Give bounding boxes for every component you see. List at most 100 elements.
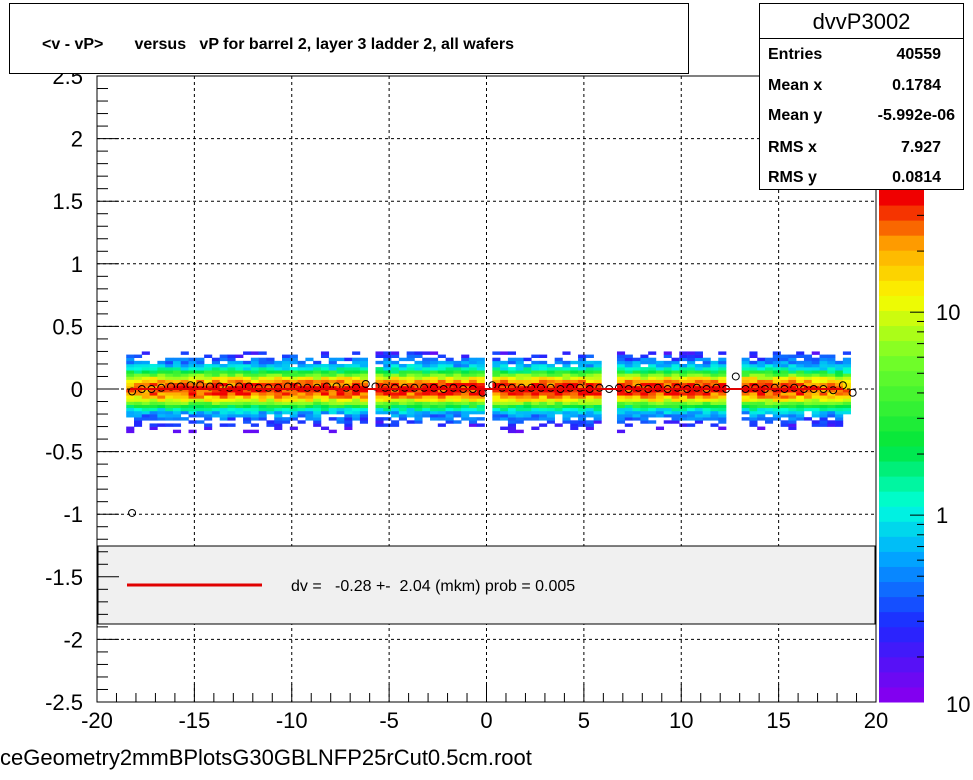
heatmap-cell bbox=[827, 363, 836, 368]
stat-value: -5.992e-06 bbox=[877, 107, 955, 124]
heatmap-cell bbox=[227, 385, 236, 390]
heatmap-cell bbox=[430, 357, 439, 362]
profile-point bbox=[225, 383, 234, 392]
heatmap-cell bbox=[749, 398, 758, 402]
heatmap-cell bbox=[803, 354, 813, 358]
heatmap-cell bbox=[515, 395, 524, 399]
heatmap-cell bbox=[266, 373, 275, 377]
heatmap-cell bbox=[180, 382, 189, 387]
profile-point bbox=[790, 383, 799, 392]
heatmap-cell bbox=[796, 417, 805, 421]
heatmap-cell bbox=[165, 398, 174, 402]
heatmap-cell bbox=[313, 370, 322, 374]
heatmap-cell bbox=[383, 360, 392, 365]
heatmap-cell bbox=[648, 420, 657, 424]
heatmap-cell bbox=[289, 382, 298, 387]
heatmap-cell bbox=[375, 389, 384, 393]
profile-point bbox=[673, 383, 682, 392]
heatmap-cell bbox=[320, 401, 330, 405]
heatmap-cell bbox=[375, 360, 384, 365]
heatmap-cell bbox=[539, 376, 548, 380]
heatmap-cell bbox=[515, 376, 524, 380]
heatmap-cell bbox=[227, 398, 236, 402]
palette-cell bbox=[879, 521, 924, 537]
heatmap-cell bbox=[219, 354, 228, 358]
heatmap-cell bbox=[827, 392, 836, 396]
heatmap-cell bbox=[352, 367, 361, 371]
heatmap-cell bbox=[219, 385, 228, 390]
heatmap-cell bbox=[570, 420, 579, 424]
heatmap-cell bbox=[126, 385, 135, 390]
heatmap-cell bbox=[336, 420, 345, 424]
heatmap-cell bbox=[788, 423, 797, 427]
heatmap-cell bbox=[500, 385, 509, 390]
heatmap-cell bbox=[172, 360, 182, 365]
heatmap-cell bbox=[648, 360, 657, 365]
heatmap-cell bbox=[211, 363, 220, 368]
heatmap-cell bbox=[172, 429, 182, 434]
heatmap-cell bbox=[134, 373, 143, 377]
heatmap-cell bbox=[624, 407, 633, 412]
heatmap-cell bbox=[414, 370, 423, 374]
heatmap-cell bbox=[492, 370, 501, 374]
heatmap-cell bbox=[788, 417, 797, 421]
heatmap-cell bbox=[640, 367, 649, 371]
heatmap-cell bbox=[141, 373, 150, 377]
heatmap-cell bbox=[258, 351, 267, 355]
heatmap-cell bbox=[375, 354, 384, 358]
heatmap-cell bbox=[640, 420, 649, 424]
heatmap-cell bbox=[827, 401, 836, 405]
heatmap-cell bbox=[515, 429, 524, 434]
heatmap-cell bbox=[570, 407, 579, 412]
heatmap-cell bbox=[757, 392, 766, 396]
heatmap-cell bbox=[687, 414, 696, 418]
heatmap-cell bbox=[235, 398, 244, 402]
heatmap-cell bbox=[227, 395, 236, 399]
heatmap-cell bbox=[764, 398, 774, 402]
heatmap-cell bbox=[811, 392, 820, 396]
heatmap-cell bbox=[492, 382, 501, 387]
heatmap-cell bbox=[406, 414, 415, 418]
heatmap-cell bbox=[141, 417, 150, 421]
heatmap-cell bbox=[461, 363, 470, 368]
heatmap-cell bbox=[741, 410, 750, 415]
heatmap-cell bbox=[266, 404, 275, 409]
heatmap-cell bbox=[687, 379, 696, 384]
heatmap-cell bbox=[539, 392, 548, 396]
profile-point bbox=[712, 383, 721, 392]
heatmap-cell bbox=[640, 404, 649, 409]
heatmap-cell bbox=[749, 401, 758, 405]
heatmap-cell bbox=[336, 410, 345, 415]
heatmap-cell bbox=[383, 404, 392, 409]
heatmap-cell bbox=[827, 389, 836, 393]
heatmap-cell bbox=[819, 354, 828, 358]
heatmap-cell bbox=[359, 392, 369, 396]
heatmap-cell bbox=[282, 404, 291, 409]
heatmap-cell bbox=[710, 404, 719, 409]
heatmap-cell bbox=[250, 360, 259, 365]
heatmap-cell bbox=[780, 376, 789, 380]
heatmap-cell bbox=[188, 404, 197, 409]
heatmap-cell bbox=[718, 363, 727, 368]
heatmap-cell bbox=[702, 373, 711, 377]
heatmap-cell bbox=[546, 404, 555, 409]
heatmap-cell bbox=[803, 404, 813, 409]
heatmap-cell bbox=[764, 373, 774, 377]
heatmap-cell bbox=[375, 373, 384, 377]
heatmap-cell bbox=[211, 379, 220, 384]
heatmap-cell bbox=[702, 379, 711, 384]
heatmap-cell bbox=[648, 398, 657, 402]
heatmap-cell bbox=[702, 404, 711, 409]
heatmap-cell bbox=[383, 379, 392, 384]
heatmap-cell bbox=[492, 407, 501, 412]
heatmap-cell bbox=[453, 385, 462, 390]
heatmap-cell bbox=[687, 376, 696, 380]
heatmap-cell bbox=[741, 370, 750, 374]
heatmap-cell bbox=[842, 398, 851, 402]
heatmap-cell bbox=[492, 392, 501, 396]
heatmap-cell bbox=[141, 414, 150, 418]
heatmap-cell bbox=[235, 360, 244, 365]
heatmap-cell bbox=[219, 370, 228, 374]
heatmap-cell bbox=[406, 376, 415, 380]
